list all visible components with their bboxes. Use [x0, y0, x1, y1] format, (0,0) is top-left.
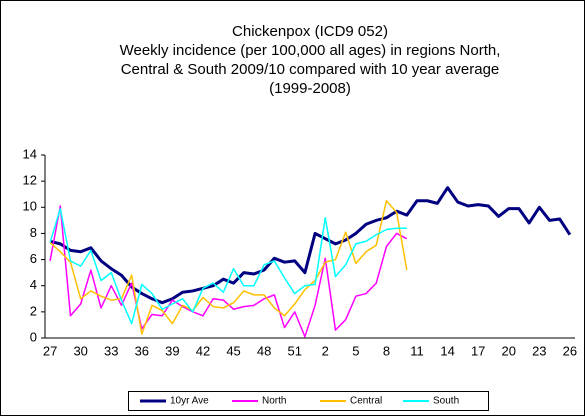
x-tick-label: 45 [226, 343, 240, 358]
x-tick-label: 51 [287, 343, 301, 358]
x-tick-label: 27 [43, 343, 57, 358]
x-tick-label: 8 [383, 343, 390, 358]
legend-label: South [433, 396, 459, 407]
x-tick-label: 11 [410, 343, 424, 358]
legend-label: 10yr Ave [170, 396, 209, 407]
chart-title: Central & South 2009/10 compared with 10… [121, 61, 500, 78]
x-tick-label: 39 [165, 343, 179, 358]
x-tick-label: 2 [322, 343, 329, 358]
x-tick-label: 48 [257, 343, 271, 358]
x-tick-label: 42 [196, 343, 210, 358]
y-tick-label: 0 [30, 329, 37, 344]
y-tick-label: 4 [30, 277, 37, 292]
x-tick-label: 36 [135, 343, 149, 358]
y-tick-label: 6 [30, 251, 37, 266]
x-tick-label: 14 [440, 343, 454, 358]
x-tick-label: 23 [532, 343, 546, 358]
y-tick-label: 10 [23, 199, 37, 214]
series-line [49, 200, 408, 335]
y-tick-label: 2 [30, 303, 37, 318]
y-tick-label: 12 [23, 173, 37, 188]
x-tick-label: 20 [502, 343, 516, 358]
x-tick-label: 17 [471, 343, 485, 358]
x-tick-label: 5 [352, 343, 359, 358]
y-tick-label: 14 [23, 146, 37, 161]
legend-box [128, 391, 489, 411]
series-line [49, 207, 407, 325]
y-tick-label: 8 [30, 225, 37, 240]
chart-title: (1999-2008) [269, 80, 351, 97]
series-line [49, 186, 572, 305]
x-tick-label: 30 [73, 343, 87, 358]
legend-label: Central [350, 396, 382, 407]
chart-title: Chickenpox (ICD9 052) [232, 23, 388, 40]
chart-title: Weekly incidence (per 100,000 all ages) … [120, 42, 501, 59]
x-tick-label: 26 [563, 343, 577, 358]
legend-label: North [262, 396, 286, 407]
x-tick-label: 33 [104, 343, 118, 358]
